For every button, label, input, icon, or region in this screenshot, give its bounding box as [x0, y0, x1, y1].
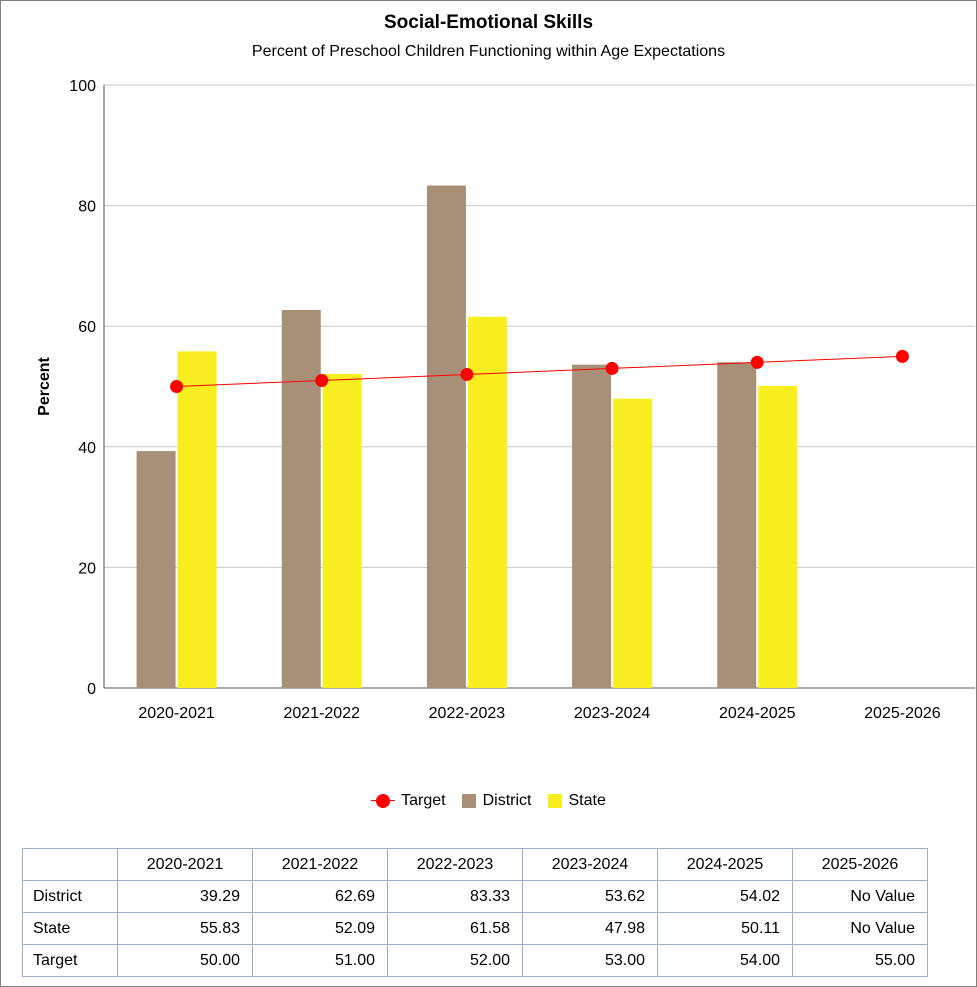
target-point: [170, 380, 184, 393]
table-row-label: State: [22, 912, 118, 945]
table-cell: 61.58: [387, 912, 523, 945]
x-tick-label: 2024-2025: [719, 705, 796, 722]
table-cell: 55.83: [117, 912, 253, 945]
table-cell: 51.00: [252, 944, 388, 977]
table-cell: 54.00: [657, 944, 793, 977]
table-row-label: Target: [22, 944, 118, 977]
bar-state: [758, 385, 798, 688]
bar-state: [613, 398, 653, 688]
table-cell: 50.00: [117, 944, 253, 977]
table-header-row: 2020-2021 2021-2022 2022-2023 2023-2024 …: [22, 848, 928, 881]
legend-item-state[interactable]: State: [547, 792, 606, 810]
legend-district-label: District: [482, 792, 532, 809]
data-table: 2020-2021 2021-2022 2022-2023 2023-2024 …: [22, 848, 928, 977]
table-cell: 55.00: [792, 944, 928, 977]
y-tick-label: 20: [78, 560, 96, 577]
legend-target-marker: [371, 793, 396, 809]
target-point: [750, 355, 764, 369]
table-row: District 39.29 62.69 83.33 53.62 54.02 N…: [22, 880, 928, 913]
bar-state: [177, 351, 217, 688]
table-cell: No Value: [792, 912, 928, 945]
legend-state-swatch: [547, 794, 562, 808]
y-tick-label: 60: [78, 319, 96, 336]
table-cell: 53.62: [522, 880, 658, 913]
target-point: [895, 349, 909, 363]
table-cell: 47.98: [522, 912, 658, 945]
table-cell: 52.00: [387, 944, 523, 977]
table-header-cell: 2022-2023: [387, 848, 523, 881]
y-tick-label: 40: [78, 440, 96, 457]
x-tick-label: 2020-2021: [138, 705, 215, 722]
x-tick-label: 2021-2022: [283, 705, 360, 722]
bar-district: [136, 451, 176, 688]
x-tick-label: 2023-2024: [574, 705, 651, 722]
y-tick-label: 0: [87, 681, 96, 698]
table-header-cell: 2025-2026: [792, 848, 928, 881]
table-row: State 55.83 52.09 61.58 47.98 50.11 No V…: [22, 912, 928, 945]
table-row: Target 50.00 51.00 52.00 53.00 54.00 55.…: [22, 944, 928, 977]
target-point: [605, 361, 619, 375]
table-corner-cell: [22, 848, 118, 881]
chart-title: Social-Emotional Skills: [383, 12, 594, 33]
table-cell: 39.29: [117, 880, 253, 913]
legend-item-target[interactable]: Target: [371, 792, 446, 810]
y-axis-label: Percent: [36, 356, 53, 415]
legend: Target District State: [0, 792, 977, 810]
legend-item-district[interactable]: District: [461, 792, 532, 810]
x-tick-label: 2025-2026: [864, 705, 941, 722]
table-cell: 54.02: [657, 880, 793, 913]
bar-state: [467, 316, 507, 688]
table-cell: 52.09: [252, 912, 388, 945]
target-point: [460, 367, 474, 381]
chart-subtitle: Percent of Preschool Children Functionin…: [251, 43, 726, 60]
table-cell: 53.00: [522, 944, 658, 977]
table-cell: 83.33: [387, 880, 523, 913]
table-cell: 62.69: [252, 880, 388, 913]
bar-district: [426, 185, 466, 689]
target-point: [315, 373, 329, 387]
bar-district: [281, 309, 321, 688]
legend-target-label: Target: [401, 792, 446, 809]
table-row-label: District: [22, 880, 118, 913]
table-cell: No Value: [792, 880, 928, 913]
bar-district: [717, 362, 757, 688]
bar-district: [572, 364, 612, 688]
y-tick-label: 80: [78, 199, 96, 216]
legend-district-swatch: [461, 794, 476, 808]
table-cell: 50.11: [657, 912, 793, 945]
table-header-cell: 2023-2024: [522, 848, 658, 881]
x-tick-label: 2022-2023: [429, 705, 506, 722]
target-line: [176, 355, 903, 387]
chart-plot: 0 20 40 60 80 100 Percent 2020-2021 2021-2022 202…: [36, 78, 975, 722]
table-header-cell: 2024-2025: [657, 848, 793, 881]
table-header-cell: 2021-2022: [252, 848, 388, 881]
legend-state-label: State: [568, 792, 606, 809]
bar-state: [322, 373, 362, 688]
y-tick-label: 100: [69, 78, 96, 95]
table-header-cell: 2020-2021: [117, 848, 253, 881]
